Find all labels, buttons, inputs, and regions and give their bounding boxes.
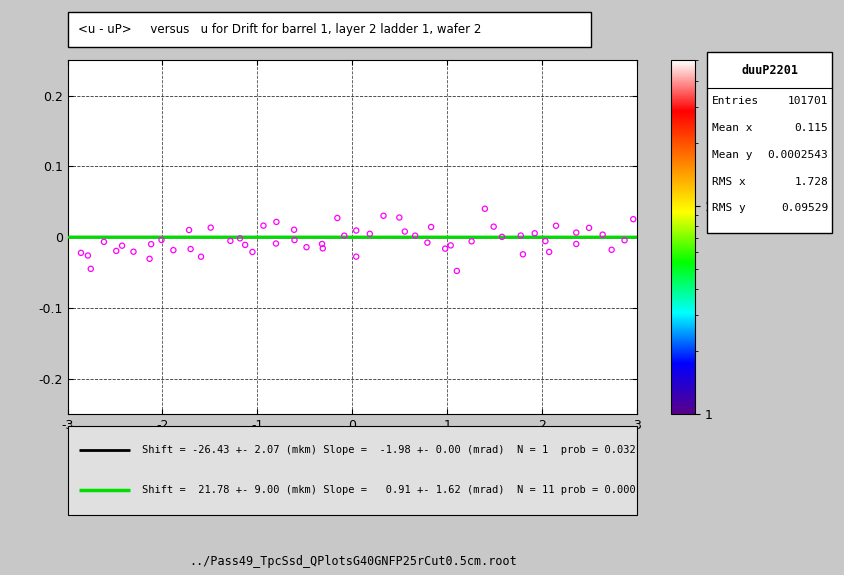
Point xyxy=(238,240,252,250)
Text: Shift = -26.43 +- 2.07 (mkm) Slope =  -1.98 +- 0.00 (mrad)  N = 1  prob = 0.032: Shift = -26.43 +- 2.07 (mkm) Slope = -1.… xyxy=(142,446,636,455)
Point xyxy=(479,204,492,213)
Point xyxy=(408,231,422,240)
Point xyxy=(528,229,542,238)
Point xyxy=(425,223,438,232)
Point xyxy=(495,232,509,242)
Point xyxy=(349,252,363,261)
Point xyxy=(626,214,640,224)
Text: 0.09529: 0.09529 xyxy=(782,204,829,213)
Point xyxy=(398,227,412,236)
Point xyxy=(543,247,556,256)
Point xyxy=(582,223,596,232)
Text: duuP2201: duuP2201 xyxy=(741,63,798,76)
Point xyxy=(257,221,270,230)
Point xyxy=(143,254,156,263)
Point xyxy=(549,221,563,231)
Point xyxy=(182,225,196,235)
Point xyxy=(204,223,218,232)
Text: 0.115: 0.115 xyxy=(795,123,829,133)
Point xyxy=(287,225,300,235)
Point xyxy=(224,236,237,246)
Point xyxy=(635,251,648,260)
Point xyxy=(97,237,111,247)
Point xyxy=(184,244,197,254)
Point xyxy=(81,251,95,260)
Point xyxy=(246,247,259,256)
Point xyxy=(338,231,351,240)
Text: <u - uP>     versus   u for Drift for barrel 1, layer 2 ladder 1, wafer 2: <u - uP> versus u for Drift for barrel 1… xyxy=(78,23,481,36)
Point xyxy=(363,229,376,239)
Point xyxy=(194,252,208,261)
Point xyxy=(570,228,583,237)
Point xyxy=(316,239,329,248)
Point xyxy=(438,244,452,253)
Text: Entries: Entries xyxy=(712,96,760,106)
Text: Mean x: Mean x xyxy=(712,123,753,133)
Point xyxy=(154,235,168,244)
Point xyxy=(605,245,619,254)
Point xyxy=(538,236,552,246)
Point xyxy=(514,231,528,240)
Point xyxy=(444,241,457,250)
Point xyxy=(349,226,363,235)
Point xyxy=(116,241,129,250)
Point xyxy=(517,250,530,259)
Point xyxy=(316,244,329,253)
Text: RMS y: RMS y xyxy=(712,204,746,213)
Text: Shift =  21.78 +- 9.00 (mkm) Slope =   0.91 +- 1.62 (mrad)  N = 11 prob = 0.000: Shift = 21.78 +- 9.00 (mkm) Slope = 0.91… xyxy=(142,485,636,494)
Point xyxy=(127,247,140,256)
Point xyxy=(84,264,98,274)
Text: RMS x: RMS x xyxy=(712,177,746,186)
Point xyxy=(300,243,313,252)
Point xyxy=(74,248,88,258)
Point xyxy=(269,239,283,248)
Point xyxy=(420,238,434,247)
Point xyxy=(331,213,344,223)
Point xyxy=(288,236,301,245)
Point xyxy=(376,211,390,220)
Point xyxy=(618,236,631,245)
Text: 1.728: 1.728 xyxy=(795,177,829,186)
Point xyxy=(570,239,583,248)
Point xyxy=(465,237,479,246)
Point xyxy=(269,217,283,227)
Text: 0.0002543: 0.0002543 xyxy=(768,150,829,160)
Point xyxy=(110,246,123,255)
Text: 101701: 101701 xyxy=(788,96,829,106)
Point xyxy=(57,264,70,274)
Point xyxy=(233,234,246,243)
Point xyxy=(450,266,463,275)
Point xyxy=(144,240,158,249)
Point xyxy=(596,230,609,239)
Text: Mean y: Mean y xyxy=(712,150,753,160)
Point xyxy=(487,222,500,231)
Text: ../Pass49_TpcSsd_QPlotsG40GNFP25rCut0.5cm.root: ../Pass49_TpcSsd_QPlotsG40GNFP25rCut0.5c… xyxy=(189,555,517,568)
Point xyxy=(166,246,180,255)
Point xyxy=(392,213,406,222)
